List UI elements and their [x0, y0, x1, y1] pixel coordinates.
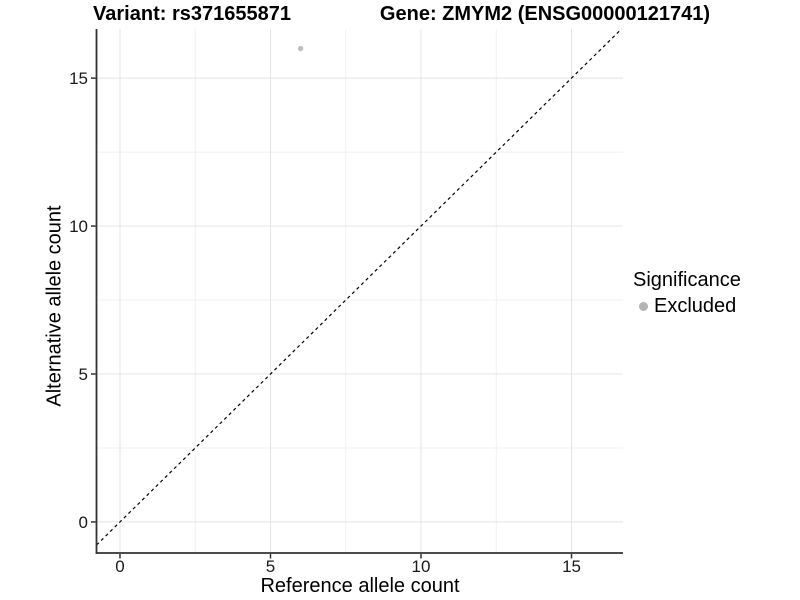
data-point: [297, 45, 304, 52]
y-tick-label: 0: [79, 513, 88, 532]
y-tick-label: 5: [79, 365, 88, 384]
plot-title-variant: Variant: rs371655871: [93, 3, 291, 25]
plot-title-gene: Gene: ZMYM2 (ENSG00000121741): [379, 3, 711, 25]
y-axis-label: Alternative allele count: [43, 205, 66, 407]
y-tick-label: 10: [69, 217, 88, 236]
legend-item-excluded: Excluded: [633, 295, 741, 318]
legend-item-label: Excluded: [654, 295, 737, 317]
x-tick-label: 15: [562, 557, 581, 576]
x-tick-label: 5: [266, 557, 275, 576]
x-tick-label: 10: [412, 557, 431, 576]
y-tick-label: 15: [69, 69, 88, 88]
legend-point-icon: [639, 302, 648, 311]
x-axis-label: Reference allele count: [260, 575, 460, 597]
x-tick-label: 0: [115, 557, 124, 576]
identity-dashed-line: [96, 28, 622, 546]
legend: Significance Excluded: [633, 269, 741, 318]
legend-title: Significance: [633, 269, 741, 291]
